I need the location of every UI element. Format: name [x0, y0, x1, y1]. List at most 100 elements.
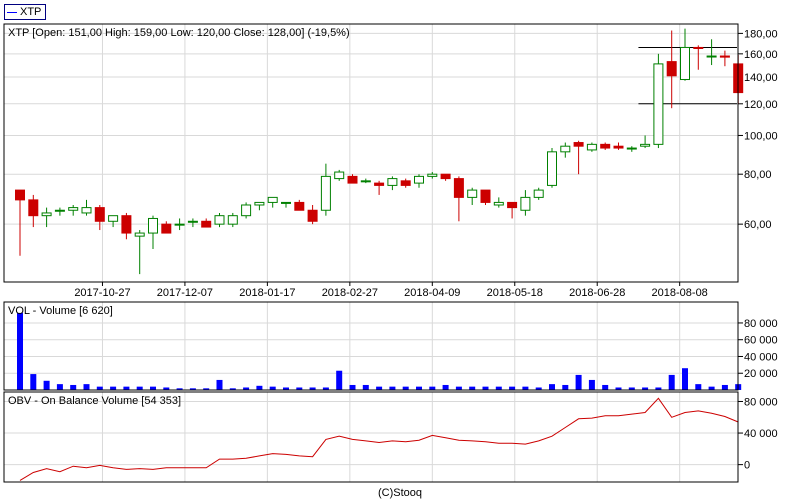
volume-bar [562, 384, 569, 390]
candle [108, 215, 119, 228]
volume-bar [176, 388, 183, 390]
candle-body [360, 180, 371, 183]
candle-body [573, 142, 584, 147]
candle-body [719, 55, 730, 58]
volume-bar [216, 379, 223, 390]
volume-bar [83, 384, 90, 390]
candle-body [347, 175, 358, 184]
candle-body [400, 180, 411, 186]
volume-bar [229, 388, 236, 390]
price-plot-area [4, 24, 738, 282]
price-y-tick-label: 100,00 [744, 130, 778, 142]
candle-body [666, 61, 677, 77]
candle-body [480, 189, 491, 203]
volume-bar [70, 384, 77, 390]
candle-body [81, 207, 92, 214]
price-y-tick-label: 120,00 [744, 99, 778, 111]
candle-body [334, 171, 345, 180]
candle [307, 204, 318, 225]
legend-line-swatch [7, 11, 17, 13]
candle-body [626, 147, 637, 150]
volume-bar [336, 370, 343, 390]
volume-frame [3, 301, 739, 391]
candle-body [241, 204, 252, 217]
candle-body [533, 189, 544, 198]
candle-body [161, 223, 172, 234]
volume-bar [296, 387, 303, 390]
candle [653, 53, 664, 149]
candle [241, 202, 252, 219]
candle [719, 50, 730, 67]
candle-body [214, 215, 225, 225]
candle-body [693, 46, 704, 49]
candle-body [640, 143, 651, 147]
candle-body [453, 178, 464, 198]
candle [626, 146, 637, 152]
candle-body [227, 215, 238, 225]
volume-bar [203, 388, 210, 390]
candle-body [134, 232, 145, 237]
volume-bar [575, 374, 582, 390]
volume-bar [416, 386, 422, 390]
volume-y-tick-label: 40 000 [744, 351, 778, 363]
candle [134, 230, 145, 275]
candle [560, 142, 571, 158]
volume-bar [455, 386, 462, 390]
volume-bar [163, 387, 170, 390]
candle [520, 190, 531, 216]
candle-body [706, 55, 717, 58]
candle-body [267, 196, 278, 203]
candle-body [187, 220, 198, 223]
volume-bar [362, 384, 369, 390]
candle-body [201, 220, 212, 228]
candle [54, 207, 65, 216]
candle [427, 172, 438, 179]
candle [586, 142, 597, 152]
candle [81, 199, 92, 216]
candle [680, 28, 690, 81]
candle [294, 199, 305, 211]
price-panel-title: XTP [Open: 151,00 High: 159,00 Low: 120,… [8, 27, 350, 39]
candle-body [653, 63, 664, 145]
volume-bar [668, 374, 675, 390]
candle-body [68, 207, 79, 211]
price-frame [3, 23, 739, 283]
candle-body [520, 196, 531, 211]
candle [121, 212, 132, 240]
candle-body [440, 173, 451, 180]
candle-body [414, 175, 424, 184]
obv-frame [3, 391, 739, 483]
x-tick-label: 2018-05-18 [487, 287, 543, 299]
candle-body [94, 207, 105, 222]
candle-body [294, 201, 305, 211]
price-y-tick-label: 60,00 [744, 219, 772, 231]
candle-body [547, 151, 557, 186]
price-y-tick-label: 180,00 [744, 28, 778, 40]
candle-body [374, 182, 385, 186]
candle [41, 207, 52, 228]
volume-bar [96, 386, 103, 390]
candle-body [254, 201, 265, 206]
volume-bar [655, 387, 662, 390]
candle-body [467, 189, 478, 198]
candle [493, 197, 504, 208]
candle [267, 196, 278, 208]
candle [693, 45, 704, 70]
volume-bar [269, 386, 276, 390]
candle [414, 174, 424, 188]
volume-bar [509, 386, 516, 390]
legend-xtp[interactable]: XTP [4, 4, 47, 20]
x-tick-label: 2017-12-07 [157, 287, 213, 299]
volume-bar [549, 384, 555, 390]
candle-body [560, 145, 571, 153]
candle [227, 212, 238, 228]
volume-bar [682, 368, 688, 390]
candle [706, 39, 717, 66]
volume-bar [708, 386, 715, 390]
candle-body [387, 178, 398, 186]
volume-bar [243, 387, 250, 390]
candle [68, 204, 79, 216]
candle [613, 142, 624, 150]
